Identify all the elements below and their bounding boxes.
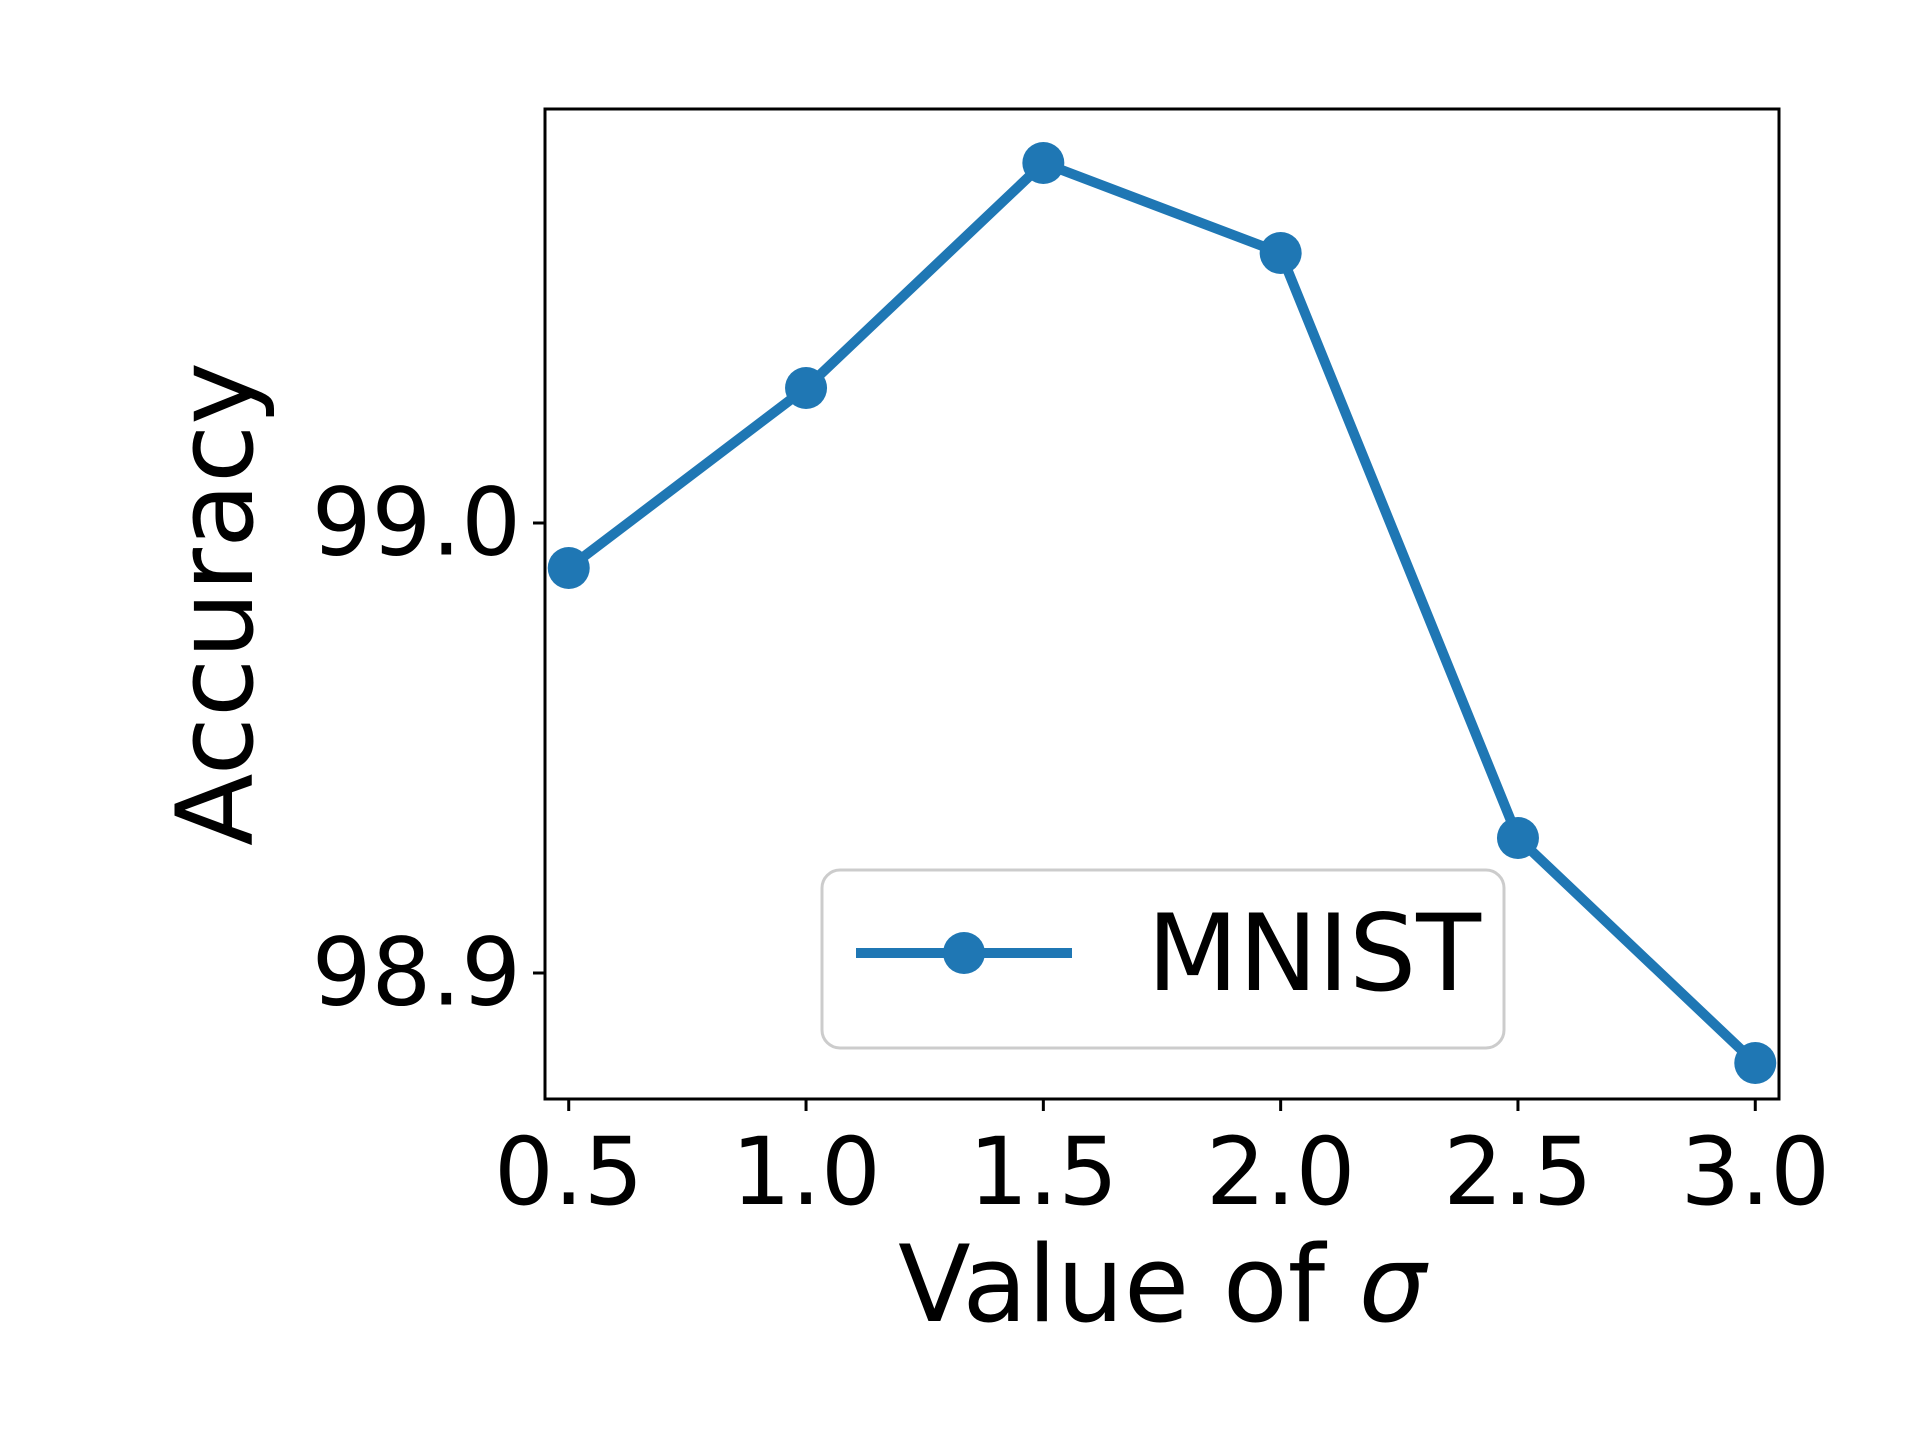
x-tick-label: 2.0 bbox=[1206, 1118, 1356, 1227]
data-point bbox=[1259, 232, 1302, 274]
x-tick-label: 1.5 bbox=[969, 1118, 1119, 1227]
x-tick-label: 1.0 bbox=[731, 1118, 881, 1227]
legend-box bbox=[820, 868, 1506, 1050]
x-axis-label-symbol: σ bbox=[1359, 1223, 1429, 1346]
y-axis-label: Accuracy bbox=[154, 362, 277, 846]
x-axis-label-text: Value of bbox=[898, 1223, 1328, 1346]
y-axis: 98.9 99.0 bbox=[312, 469, 545, 1028]
data-point bbox=[785, 367, 828, 409]
data-point bbox=[1022, 142, 1065, 184]
data-point bbox=[547, 547, 590, 589]
legend: MNIST bbox=[820, 868, 1506, 1050]
plot-frame bbox=[543, 107, 1781, 1101]
y-tick-label: 98.9 bbox=[312, 919, 521, 1028]
plot-area bbox=[547, 142, 1777, 1084]
legend-marker bbox=[943, 932, 985, 974]
series-line-mnist bbox=[565, 158, 1759, 1067]
y-tick-label: 99.0 bbox=[312, 469, 521, 578]
x-tick-label: 3.0 bbox=[1681, 1118, 1831, 1227]
x-tick-label: 0.5 bbox=[494, 1118, 644, 1227]
x-tick-label: 2.5 bbox=[1443, 1118, 1593, 1227]
data-point bbox=[1496, 817, 1539, 859]
legend-label: MNIST bbox=[1147, 892, 1482, 1015]
x-axis-label: Value of σ bbox=[898, 1223, 1429, 1346]
x-axis: 0.5 1.0 1.5 2.0 2.5 3.0 bbox=[494, 1099, 1830, 1227]
data-point bbox=[1734, 1042, 1777, 1084]
